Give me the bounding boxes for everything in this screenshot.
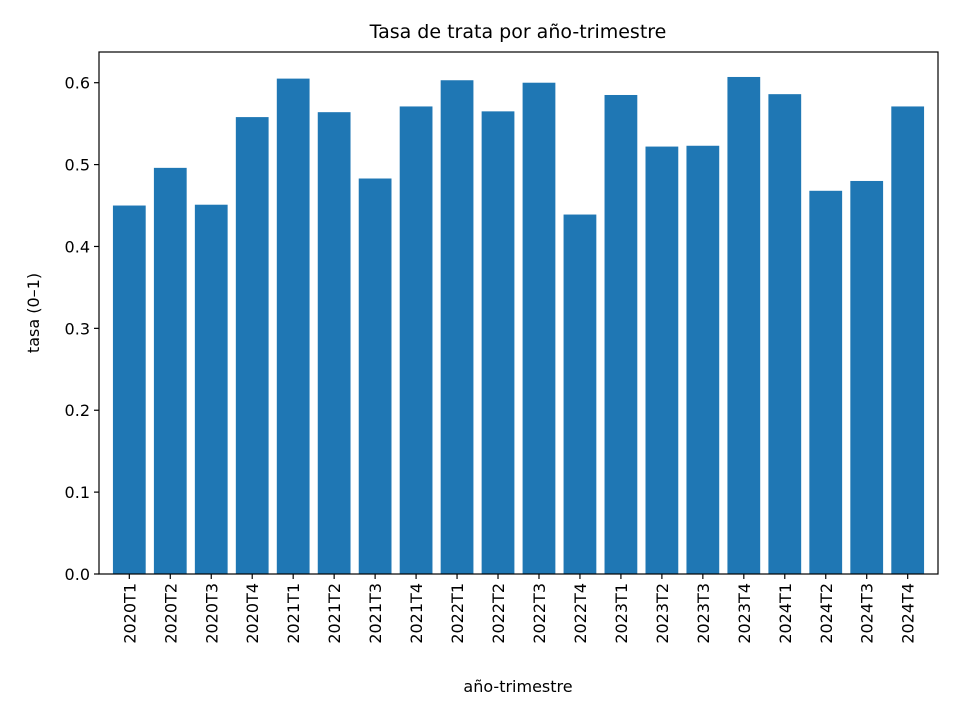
x-tick-label: 2021T3 xyxy=(366,583,385,644)
bar-2021T4 xyxy=(399,106,433,574)
y-tick-label: 0.5 xyxy=(65,156,90,175)
x-tick-label: 2023T4 xyxy=(735,583,754,644)
x-tick-label: 2024T2 xyxy=(817,583,836,644)
x-tick-label: 2022T1 xyxy=(448,583,467,644)
y-tick-label: 0.6 xyxy=(65,74,90,93)
bar-2021T3 xyxy=(358,178,392,574)
bar-2023T3 xyxy=(686,145,720,574)
plot-frame xyxy=(98,51,939,575)
bar-2022T2 xyxy=(481,111,515,575)
bar-2020T3 xyxy=(194,204,228,574)
bar-2023T1 xyxy=(604,94,638,575)
x-tick-label: 2021T2 xyxy=(325,583,344,644)
axes-layer: 0.0 0.1 0.2 0.3 0.4 0.5 0.6 2020T1 2020T2 2020T3 2… xyxy=(65,51,939,644)
y-tick-label: 0.0 xyxy=(65,565,90,584)
y-tick-label: 0.1 xyxy=(65,483,90,502)
chart-title: Tasa de trata por año-trimestre xyxy=(369,21,667,43)
x-tick-label: 2024T3 xyxy=(858,583,877,644)
bar-2024T1 xyxy=(768,94,802,575)
bar-2021T2 xyxy=(317,112,351,575)
x-tick-label: 2023T3 xyxy=(694,583,713,644)
x-tick-label: 2020T4 xyxy=(243,583,262,644)
bar-2020T1 xyxy=(112,205,146,574)
x-tick-label: 2022T3 xyxy=(530,583,549,644)
bar-2024T2 xyxy=(809,190,843,575)
bars-layer xyxy=(112,76,925,575)
y-axis-label: tasa (0–1) xyxy=(24,273,43,353)
bar-2024T3 xyxy=(850,180,884,574)
y-tick-label: 0.4 xyxy=(65,237,90,256)
x-tick-label: 2020T2 xyxy=(161,583,180,644)
x-tick-label: 2024T1 xyxy=(776,583,795,644)
bar-2022T1 xyxy=(440,80,474,574)
y-tick-label: 0.3 xyxy=(65,319,90,338)
bar-2020T4 xyxy=(235,117,269,574)
x-tick-label: 2024T4 xyxy=(899,583,918,644)
bar-2021T1 xyxy=(276,78,310,575)
x-tick-label: 2023T2 xyxy=(653,583,672,644)
bar-2024T4 xyxy=(891,106,925,574)
x-tick-label: 2023T1 xyxy=(612,583,631,644)
x-tick-label: 2021T4 xyxy=(407,583,426,644)
x-tick-label: 2021T1 xyxy=(284,583,303,644)
bar-2022T3 xyxy=(522,82,556,575)
bar-2023T4 xyxy=(727,76,761,574)
bar-2020T2 xyxy=(153,167,187,575)
bar-2022T4 xyxy=(563,214,597,575)
y-tick-label: 0.2 xyxy=(65,401,90,420)
x-tick-label: 2020T3 xyxy=(202,583,221,644)
x-tick-label: 2020T1 xyxy=(120,583,139,644)
x-tick-label: 2022T2 xyxy=(489,583,508,644)
bar-2023T2 xyxy=(645,146,679,574)
x-axis-label: año-trimestre xyxy=(463,677,572,696)
x-tick-label: 2022T4 xyxy=(571,583,590,644)
